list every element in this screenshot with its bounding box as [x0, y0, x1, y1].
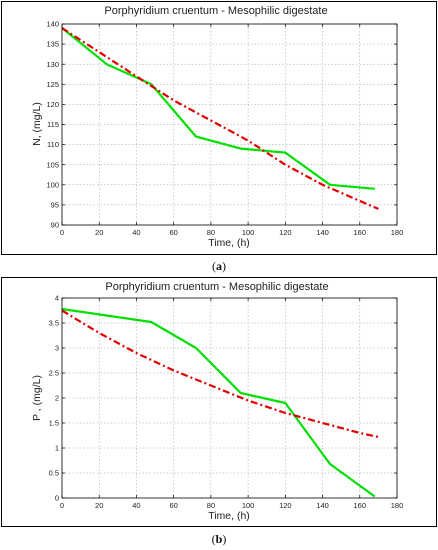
- chart-a-x-tick-label: 20: [95, 228, 103, 237]
- chart-b-x-tick-label: 60: [169, 501, 177, 510]
- chart-a-x-tick-label: 40: [132, 228, 140, 237]
- chart-a-title: Porphyridium cruentum - Mesophilic diges…: [104, 5, 327, 17]
- chart-a-plot-frame: [61, 23, 398, 226]
- chart-b-y-tick-label: 0.5: [49, 469, 59, 478]
- chart-a-panel: [1, 1, 437, 255]
- chart-b-y-tick-label: 3.5: [49, 319, 59, 328]
- chart-b-series: [61, 307, 379, 498]
- chart-b-panel: [1, 277, 437, 527]
- chart-b-series-experimental-line: [61, 307, 376, 498]
- chart-b-y-tick-label: 0: [55, 494, 59, 503]
- chart-b: Porphyridium cruentum - Mesophilic diges…: [1, 277, 437, 527]
- chart-b-y-tick-label: 2: [55, 394, 59, 403]
- chart-a-x-tick-label: 120: [279, 228, 292, 237]
- chart-b-x-axis-label: Time, (h): [208, 510, 250, 522]
- chart-a-y-tick-label: 125: [46, 80, 59, 89]
- chart-a-y-tick-label: 140: [46, 20, 59, 29]
- chart-b-plot-frame: [61, 297, 398, 499]
- chart-a-y-tick-label: 115: [47, 120, 59, 129]
- chart-a-x-tick-label: 140: [316, 228, 329, 237]
- chart-a-y-tick-label: 105: [46, 160, 59, 169]
- chart-b-y-tick-label: 3: [55, 344, 59, 353]
- chart-a-x-tick-label: 180: [391, 228, 404, 237]
- chart-a-caption-letter: a: [216, 259, 222, 273]
- chart-a-y-tick-label: 100: [46, 180, 59, 189]
- chart-a-x-tick-label: 0: [60, 228, 64, 237]
- chart-b-title: Porphyridium cruentum - Mesophilic diges…: [105, 281, 328, 293]
- chart-a-y-tick-label: 135: [46, 40, 59, 49]
- chart-b-y-tick-label: 1: [55, 444, 59, 453]
- chart-b-y-axis-label: P , (mg/L): [31, 375, 43, 421]
- chart-a-series-experimental-line: [61, 27, 375, 190]
- chart-a-caption: (a): [212, 259, 226, 273]
- chart-a-x-tick-label: 100: [242, 228, 255, 237]
- chart-b-x-tick-label: 180: [391, 501, 404, 510]
- chart-b-caption-letter: b: [216, 532, 223, 546]
- chart-b-y-tick-label: 1.5: [49, 419, 59, 428]
- chart-a-x-axis-label: Time, (h): [208, 237, 250, 249]
- chart-b-x-tick-label: 140: [316, 501, 329, 510]
- chart-a-y-tick-label: 95: [51, 201, 59, 210]
- chart-b-x-tick-label: 100: [242, 501, 255, 510]
- chart-a-x-tick-label: 160: [354, 228, 367, 237]
- chart-a: Porphyridium cruentum - Mesophilic diges…: [1, 1, 437, 255]
- chart-a-series-model-line: [61, 27, 379, 210]
- chart-b-x-tick-label: 120: [279, 501, 292, 510]
- chart-b-y-tick-label: 2.5: [49, 369, 59, 378]
- chart-b-series-model-line: [61, 309, 379, 439]
- chart-b-y-tick-label: 4: [55, 294, 59, 303]
- chart-a-y-tick-label: 90: [51, 221, 59, 230]
- chart-b-caption: (b): [212, 532, 227, 546]
- chart-a-series: [61, 27, 379, 210]
- chart-a-x-tick-label: 60: [169, 228, 177, 237]
- chart-a-y-tick-label: 130: [46, 60, 59, 69]
- chart-b-x-tick-label: 0: [60, 501, 64, 510]
- chart-b-x-tick-label: 20: [95, 501, 103, 510]
- chart-a-y-tick-label: 110: [47, 140, 59, 149]
- chart-b-x-tick-label: 40: [132, 501, 140, 510]
- chart-a-x-tick-label: 80: [207, 228, 215, 237]
- chart-a-y-axis-label: N, (mg/L): [31, 102, 43, 146]
- chart-b-x-tick-label: 160: [354, 501, 367, 510]
- chart-a-y-tick-label: 120: [46, 100, 59, 109]
- chart-b-x-tick-label: 80: [207, 501, 215, 510]
